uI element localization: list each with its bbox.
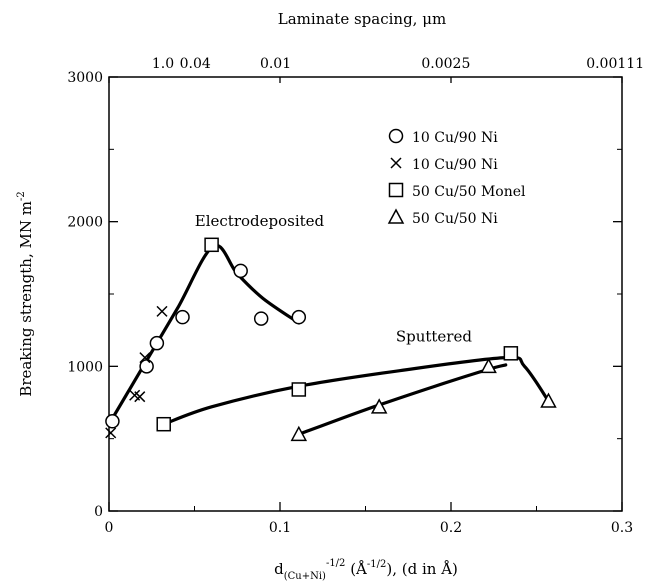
series-2-x-marker (156, 305, 168, 317)
series-2-x-marker (134, 391, 146, 403)
series-3-square-marker (291, 382, 307, 397)
legend-entry-label: 10 Cu/90 Ni (412, 130, 498, 146)
series-1-circle-marker (291, 309, 307, 325)
series-3-square-marker (503, 346, 519, 361)
top-tick-label: 0.04 (180, 56, 211, 72)
annotation-2: Sputtered (396, 328, 473, 346)
series-1-circle-marker (233, 263, 248, 279)
series-3-square-marker (156, 416, 171, 432)
series-2-x-marker (139, 352, 151, 364)
series-2-x-marker (105, 427, 117, 439)
y-tick-label: 3000 (67, 70, 103, 86)
fit-curve-3 (297, 363, 508, 436)
top-tick-label: 0.00111 (586, 56, 644, 72)
y-tick-label: 1000 (67, 359, 103, 375)
series-1-circle-marker (105, 414, 120, 429)
annotations-layer: Electrodeposited Sputtered (195, 212, 473, 346)
fit-curve-2 (162, 355, 551, 426)
legend: 10 Cu/90 Ni 10 Cu/90 Ni 50 Cu/50 Monel 50 C… (387, 128, 526, 227)
annotation-1: Electrodeposited (195, 212, 325, 230)
top-tick-label: 0.0025 (421, 56, 470, 72)
legend-entry-label: 50 Cu/50 Monel (412, 184, 526, 200)
top-tick-label: 0.01 (260, 56, 291, 72)
top-axis-title: Laminate spacing, μm (278, 10, 446, 28)
legend-x-marker (390, 157, 402, 169)
x-tick-label: 0.3 (611, 520, 633, 536)
series-1-circle-marker (139, 359, 154, 374)
markers-layer (105, 237, 557, 442)
series-1-circle-marker (175, 309, 190, 325)
series-1-circle-marker (149, 335, 165, 351)
legend-triangle-marker (387, 208, 405, 224)
y-tick-label: 2000 (67, 215, 103, 231)
x-tick-label: 0 (105, 520, 114, 536)
series-4-triangle-marker (540, 392, 557, 408)
y-axis-title: Breaking strength, MN m-2 (16, 191, 35, 396)
series-3-square-marker (204, 237, 219, 253)
x-axis-title: d(Cu+Ni)-1/2 (Å-1/2), (d in Å) (274, 558, 458, 582)
legend-square-marker (388, 182, 404, 198)
legend-entry-label: 50 Cu/50 Ni (412, 211, 498, 227)
x-tick-label: 0.2 (440, 520, 462, 536)
fit-curves-layer (107, 243, 551, 436)
series-1-circle-marker (253, 311, 269, 326)
series-4-triangle-marker (480, 357, 497, 374)
x-tick-label: 0.1 (269, 520, 291, 536)
legend-circle-marker (388, 128, 404, 144)
series-4-triangle-marker (370, 398, 388, 414)
legend-entry-label: 10 Cu/90 Ni (412, 157, 498, 173)
top-tick-label: 1.0 (152, 56, 174, 72)
series-4-triangle-marker (290, 425, 308, 442)
y-tick-label: 0 (94, 504, 103, 520)
ticks-layer: 0 0.1 0.2 0.3 0 1000 2000 3000 1.0 0.04 0.01 0.0025… (67, 56, 644, 536)
